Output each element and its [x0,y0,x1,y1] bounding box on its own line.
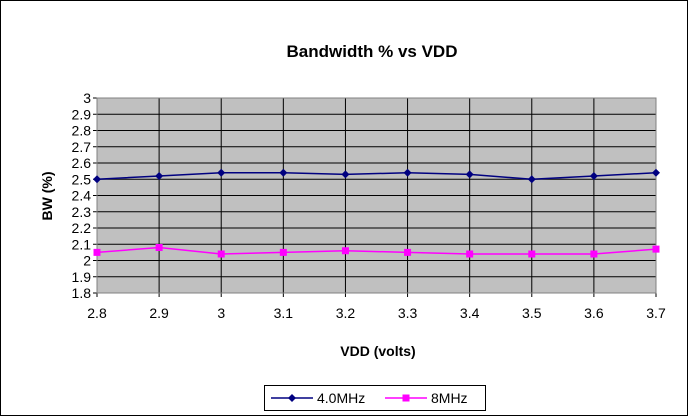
x-tick-label: 3 [217,305,225,321]
y-tick-label: 2.1 [72,236,92,252]
y-tick-label: 2.2 [72,220,92,236]
y-tick-label: 2 [83,253,91,269]
y-tick-label: 1.9 [72,269,92,285]
data-point-diamond [155,172,164,180]
legend-item-1: 4.0MHz [271,390,365,406]
data-point-square [404,248,412,256]
series-group [93,168,660,258]
x-tick-label: 3.4 [460,305,480,321]
data-point-diamond [403,168,412,177]
data-point-square [341,247,349,255]
y-tick-label: 2.8 [72,123,92,139]
legend-marker-square [402,394,410,402]
data-point-diamond [341,170,350,179]
plot-border [96,97,657,294]
legend-label: 8MHz [431,390,468,406]
x-tick-labels: 2.8 2.9 3 3.1 3.2 3.3 3.4 3.5 3.6 3.7 [87,305,666,321]
data-point-square [217,250,225,258]
data-point-square [155,244,163,251]
data-point-diamond [93,175,101,184]
y-tick-label: 1.8 [72,285,92,301]
x-tick-label: 3.3 [398,305,418,321]
y-tick-label: 3 [83,90,91,106]
legend-marker-diamond [288,394,296,402]
chart-title: Bandwidth % vs VDD [287,42,458,61]
data-point-diamond [652,168,660,177]
x-tick-label: 3.7 [646,305,666,321]
series-line [96,246,657,255]
x-tick-label: 2.9 [149,305,169,321]
y-axis-title: BW (%) [39,172,55,221]
data-point-diamond [465,170,474,179]
series-1 [93,168,660,184]
series-line [96,171,657,181]
data-point-diamond [217,168,226,177]
x-axis-title: VDD (volts) [340,343,415,359]
y-tick-label: 2.3 [72,204,92,220]
data-point-diamond [589,172,598,180]
legend-label: 4.0MHz [317,390,365,406]
x-tick-label: 3.6 [584,305,604,321]
y-tick-label: 2.6 [72,155,92,171]
data-point-diamond [279,168,288,177]
legend: 4.0MHz 8MHz [264,385,486,411]
y-tick-label: 2.9 [72,106,92,122]
data-point-square [590,250,598,258]
plot-area [93,97,657,297]
y-tick-label: 2.7 [72,139,92,155]
data-point-diamond [527,175,536,184]
data-point-square [528,250,536,258]
y-tick-label: 2.5 [72,171,92,187]
data-point-square [93,248,101,256]
y-tick-labels: 1.81.922.12.22.32.42.52.62.72.82.93 [72,90,92,301]
x-tick-label: 3.5 [522,305,542,321]
data-point-square [279,248,287,256]
legend-box [264,385,486,411]
x-tick-label: 3.2 [336,305,356,321]
legend-item-2: 8MHz [385,390,468,406]
data-point-square [466,250,474,258]
x-tick-label: 3.1 [274,305,294,321]
y-tick-label: 2.4 [72,188,92,204]
data-point-square [652,245,660,253]
series-2 [93,244,660,258]
x-tick-label: 2.8 [87,305,107,321]
